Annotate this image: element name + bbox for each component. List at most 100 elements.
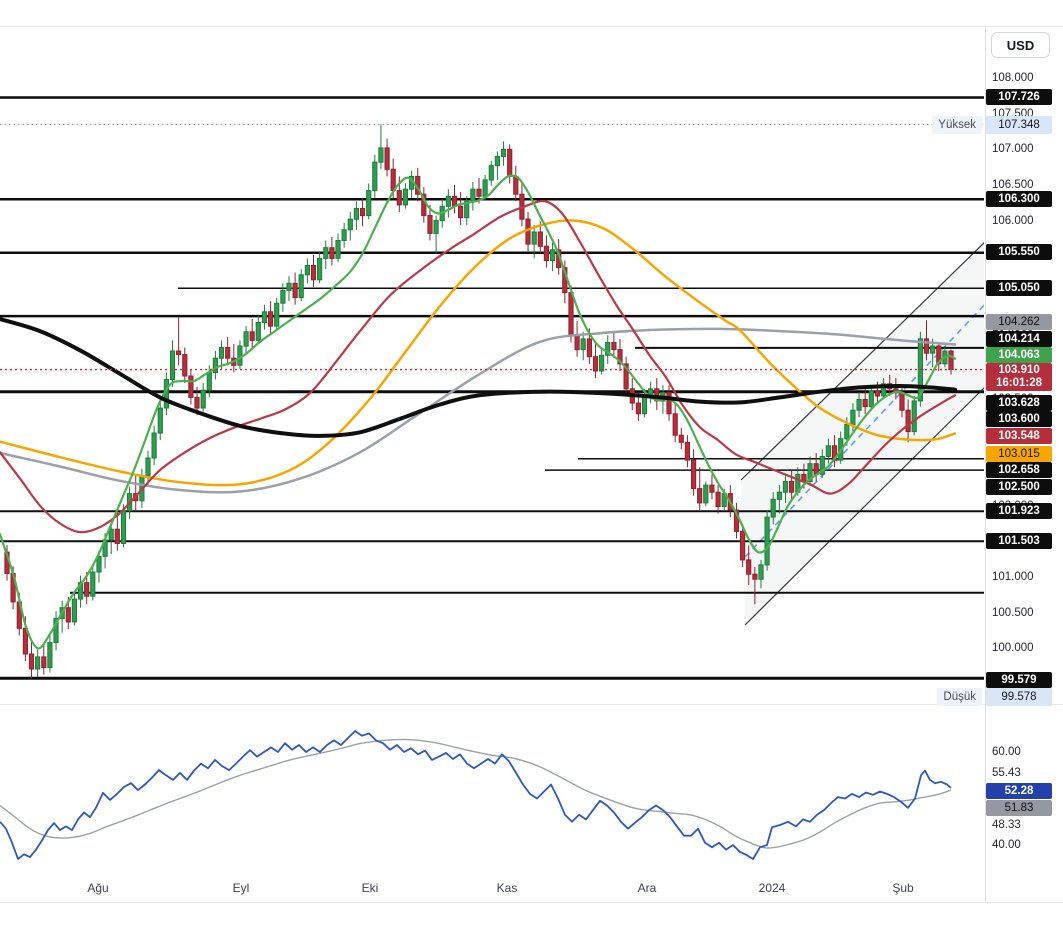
candle-up [703, 484, 709, 504]
candle-up [433, 220, 439, 234]
candle-up [641, 395, 648, 415]
candle-up [372, 161, 378, 192]
time-axis-label: 2024 [758, 881, 786, 895]
candle-up [770, 498, 776, 518]
price-badge: 103.548 [986, 428, 1052, 444]
candle-up [200, 389, 206, 409]
candle-up [782, 481, 789, 493]
candle-down [715, 491, 721, 508]
candle-down [225, 347, 231, 359]
candle-down [176, 350, 182, 356]
candle-up [470, 188, 476, 202]
candlestick-series [4, 124, 954, 679]
price-badge: 103.628 [986, 395, 1052, 411]
candle-down [752, 573, 758, 580]
candle-up [366, 190, 372, 217]
pane-separator[interactable] [0, 704, 1063, 705]
candle-up [580, 338, 586, 351]
candle-up [494, 155, 500, 167]
ma-gray-long[interactable] [0, 327, 957, 494]
candle-down [611, 342, 617, 351]
price-badge: 107.726 [986, 89, 1052, 105]
top-separator [0, 26, 1063, 27]
price-badge: 101.503 [986, 533, 1052, 549]
rsi-signal-line[interactable] [0, 738, 952, 849]
ma-red-mid[interactable] [0, 199, 957, 534]
candle-up [868, 390, 874, 408]
candle-up [255, 322, 261, 341]
candle-down [678, 434, 684, 443]
candle-down [617, 349, 623, 365]
candle-down [672, 413, 678, 436]
candle-up [850, 409, 856, 426]
candle-up [298, 274, 304, 299]
candle-up [261, 311, 268, 323]
rsi-tick-label: 40.00 [992, 839, 1021, 851]
price-badge: 52.28 [986, 783, 1052, 799]
candle-up [764, 516, 770, 566]
trend-channel-lower-line[interactable] [744, 382, 990, 626]
candle-down [568, 292, 574, 336]
candle-up [243, 331, 249, 347]
candle-up [237, 345, 243, 366]
candle-up [335, 240, 341, 259]
ma-black-long[interactable] [0, 317, 957, 438]
currency-toggle-button[interactable]: USD [991, 32, 1050, 58]
candle-down [384, 147, 390, 170]
candle-down [292, 282, 298, 299]
candle-down [114, 528, 120, 545]
candle-up [807, 463, 813, 483]
candle-down [41, 656, 47, 669]
candle-down [396, 190, 402, 206]
candle-down [948, 350, 954, 370]
candle-down [65, 607, 71, 623]
candle-down [359, 208, 366, 217]
candle-up [856, 399, 862, 411]
price-tick-label: 106.500 [992, 178, 1034, 191]
candle-down [666, 391, 672, 415]
candle-down [310, 265, 317, 281]
candle-down [182, 354, 188, 377]
candle-up [445, 195, 451, 207]
ma-green-fast[interactable] [0, 174, 957, 650]
candle-up [157, 407, 163, 434]
candle-down [329, 247, 335, 259]
ma-orange-slow[interactable] [0, 219, 957, 487]
candle-up [881, 383, 887, 397]
candle-up [347, 218, 353, 231]
candle-down [543, 245, 549, 261]
candle-up [911, 400, 917, 433]
time-axis-label: Kas [496, 881, 518, 895]
rsi-line[interactable] [0, 730, 952, 860]
candle-up [71, 598, 78, 623]
trend-channel-upper-line[interactable] [740, 237, 990, 481]
candle-up [378, 147, 384, 163]
candle-down [746, 559, 752, 575]
price-tick-label: 107.000 [992, 143, 1034, 156]
price-tick-label: 106.000 [992, 214, 1034, 227]
dashed-trend-ray[interactable] [744, 299, 990, 558]
rsi-pane[interactable] [0, 730, 952, 860]
last-price-badge: 103.910 16:01:28 [986, 363, 1052, 391]
price-badge: 104.214 [986, 331, 1052, 347]
main-pane[interactable] [0, 96, 990, 680]
price-badge: 101.923 [986, 503, 1052, 519]
candle-down [574, 334, 580, 351]
candle-down [733, 509, 740, 532]
candle-down [507, 148, 513, 177]
candle-down [709, 484, 715, 493]
candle-down [390, 168, 396, 192]
price-badge: 104.063 [986, 347, 1052, 363]
candle-down [84, 582, 90, 597]
candle-up [96, 555, 102, 573]
price-badge: 99.579 [986, 672, 1052, 688]
candle-down [188, 375, 194, 398]
candle-down [592, 356, 599, 372]
candle-down [427, 215, 433, 234]
candle-up [90, 571, 96, 597]
price-badge: 51.83 [986, 800, 1052, 816]
candle-down [923, 338, 930, 354]
price-tick-label: 101.000 [992, 571, 1034, 583]
candle-up [169, 350, 176, 380]
